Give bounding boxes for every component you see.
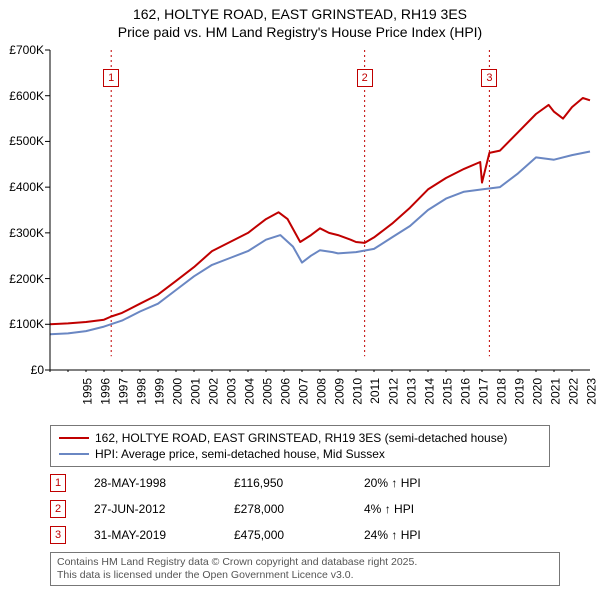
sale-diff: 4% HPI [364,502,414,516]
sale-diff: 24% HPI [364,528,421,542]
legend-swatch [59,437,89,439]
x-axis-tick-label: 2006 [279,378,293,405]
x-axis-tick-label: 1996 [99,378,113,405]
x-axis-tick-label: 2004 [243,378,257,405]
sale-row: 1 28-MAY-1998£116,95020% HPI [50,470,421,496]
y-axis-tick-label: £200K [0,272,44,286]
sale-price: £475,000 [234,528,364,542]
chart-container: { "title_line1": "162, HOLTYE ROAD, EAST… [0,0,600,590]
x-axis-tick-label: 2013 [405,378,419,405]
legend-row: HPI: Average price, semi-detached house,… [59,446,541,462]
sale-date: 31-MAY-2019 [94,528,234,542]
x-axis-tick-label: 2023 [585,378,599,405]
y-axis-tick-label: £300K [0,226,44,240]
x-axis-tick-label: 2015 [441,378,455,405]
sale-date: 28-MAY-1998 [94,476,234,490]
line-chart [0,0,600,372]
x-axis-tick-label: 2022 [567,378,581,405]
y-axis-tick-label: £100K [0,317,44,331]
x-axis-tick-label: 1998 [135,378,149,405]
x-axis-tick-label: 2005 [261,378,275,405]
y-axis-tick-label: £600K [0,89,44,103]
sale-index-box: 3 [50,526,66,544]
attribution-footer: Contains HM Land Registry data © Crown c… [50,552,560,586]
sale-index-box: 1 [50,474,66,492]
sale-row: 3 31-MAY-2019£475,00024% HPI [50,522,421,548]
x-axis-tick-label: 2021 [549,378,563,405]
x-axis-tick-label: 2009 [333,378,347,405]
legend-label: 162, HOLTYE ROAD, EAST GRINSTEAD, RH19 3… [95,430,507,446]
x-axis-tick-label: 2018 [495,378,509,405]
sale-row: 2 27-JUN-2012£278,0004% HPI [50,496,421,522]
x-axis-tick-label: 2017 [477,378,491,405]
x-axis-tick-label: 2003 [225,378,239,405]
x-axis-tick-label: 1999 [153,378,167,405]
x-axis-tick-label: 1995 [81,378,95,405]
x-axis-tick-label: 2014 [423,378,437,405]
x-axis-tick-label: 2011 [368,378,382,404]
sale-index-box: 2 [50,500,66,518]
x-axis-tick-label: 2020 [531,378,545,405]
sale-marker-box: 2 [357,69,373,87]
x-axis-tick-label: 2012 [387,378,401,405]
x-axis-tick-label: 2007 [297,378,311,405]
sale-date: 27-JUN-2012 [94,502,234,516]
chart-legend: 162, HOLTYE ROAD, EAST GRINSTEAD, RH19 3… [50,425,550,467]
x-axis-tick-label: 2019 [513,378,527,405]
sales-table: 1 28-MAY-1998£116,95020% HPI 2 27-JUN-2012£… [50,470,421,548]
legend-row: 162, HOLTYE ROAD, EAST GRINSTEAD, RH19 3… [59,430,541,446]
sale-price: £116,950 [234,476,364,490]
legend-label: HPI: Average price, semi-detached house,… [95,446,385,462]
x-axis-tick-label: 1997 [117,378,131,405]
y-axis-tick-label: £400K [0,180,44,194]
x-axis-tick-label: 2000 [171,378,185,405]
x-axis-tick-label: 2008 [315,378,329,405]
x-axis-tick-label: 2016 [459,378,473,405]
sale-marker-box: 3 [481,69,497,87]
y-axis-tick-label: £500K [0,134,44,148]
y-axis-tick-label: £0 [0,363,44,377]
x-axis-tick-label: 2002 [207,378,221,405]
legend-swatch [59,453,89,455]
sale-marker-box: 1 [103,69,119,87]
sale-diff: 20% HPI [364,476,421,490]
footer-line-1: Contains HM Land Registry data © Crown c… [57,556,417,568]
footer-line-2: This data is licensed under the Open Gov… [57,569,354,581]
x-axis-tick-label: 2010 [351,378,365,405]
y-axis-tick-label: £700K [0,43,44,57]
sale-price: £278,000 [234,502,364,516]
x-axis-tick-label: 2001 [189,378,203,405]
